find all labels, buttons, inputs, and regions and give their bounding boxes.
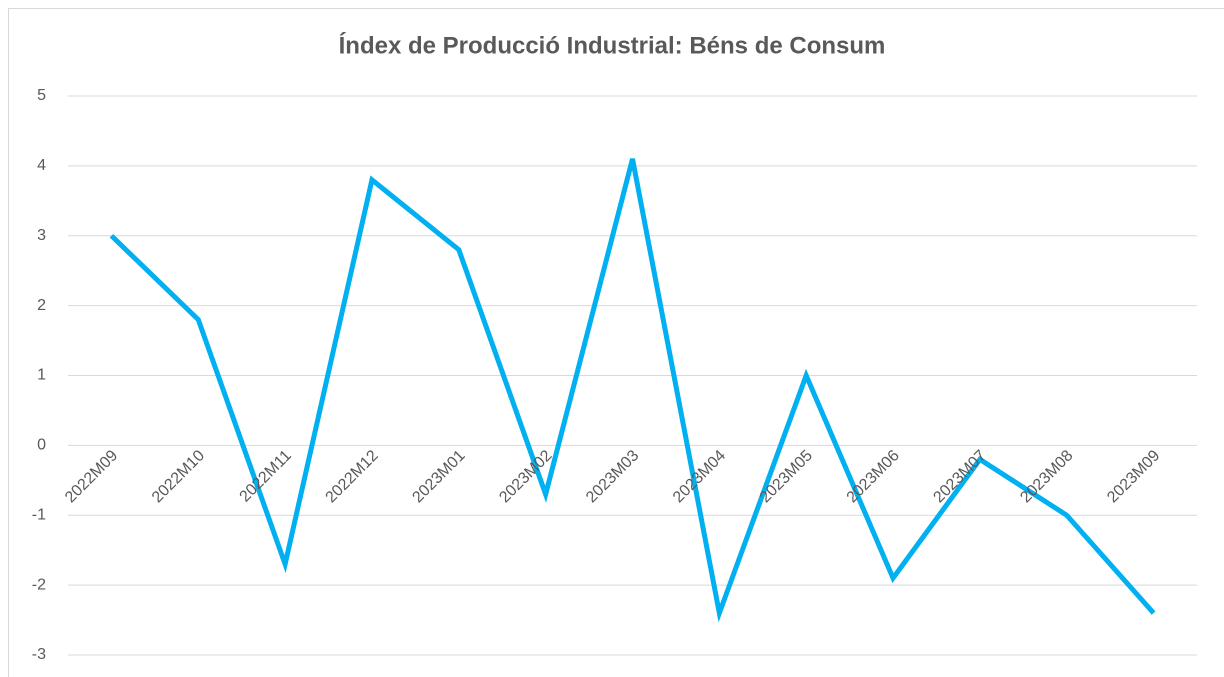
y-tick-label: -3	[32, 646, 46, 663]
data-line	[109, 158, 1156, 623]
chart-frame	[8, 8, 1224, 677]
y-tick-label: 3	[37, 227, 46, 244]
y-tick-label: 4	[37, 157, 46, 174]
chart-title: Índex de Producció Industrial: Béns de C…	[339, 31, 886, 59]
y-tick-label: -1	[32, 506, 46, 523]
y-tick-label: 0	[37, 437, 46, 454]
y-tick-label: 1	[37, 367, 46, 384]
y-tick-label: 2	[37, 297, 46, 314]
y-tick-label: -2	[32, 576, 46, 593]
y-tick-label: 5	[37, 87, 46, 104]
